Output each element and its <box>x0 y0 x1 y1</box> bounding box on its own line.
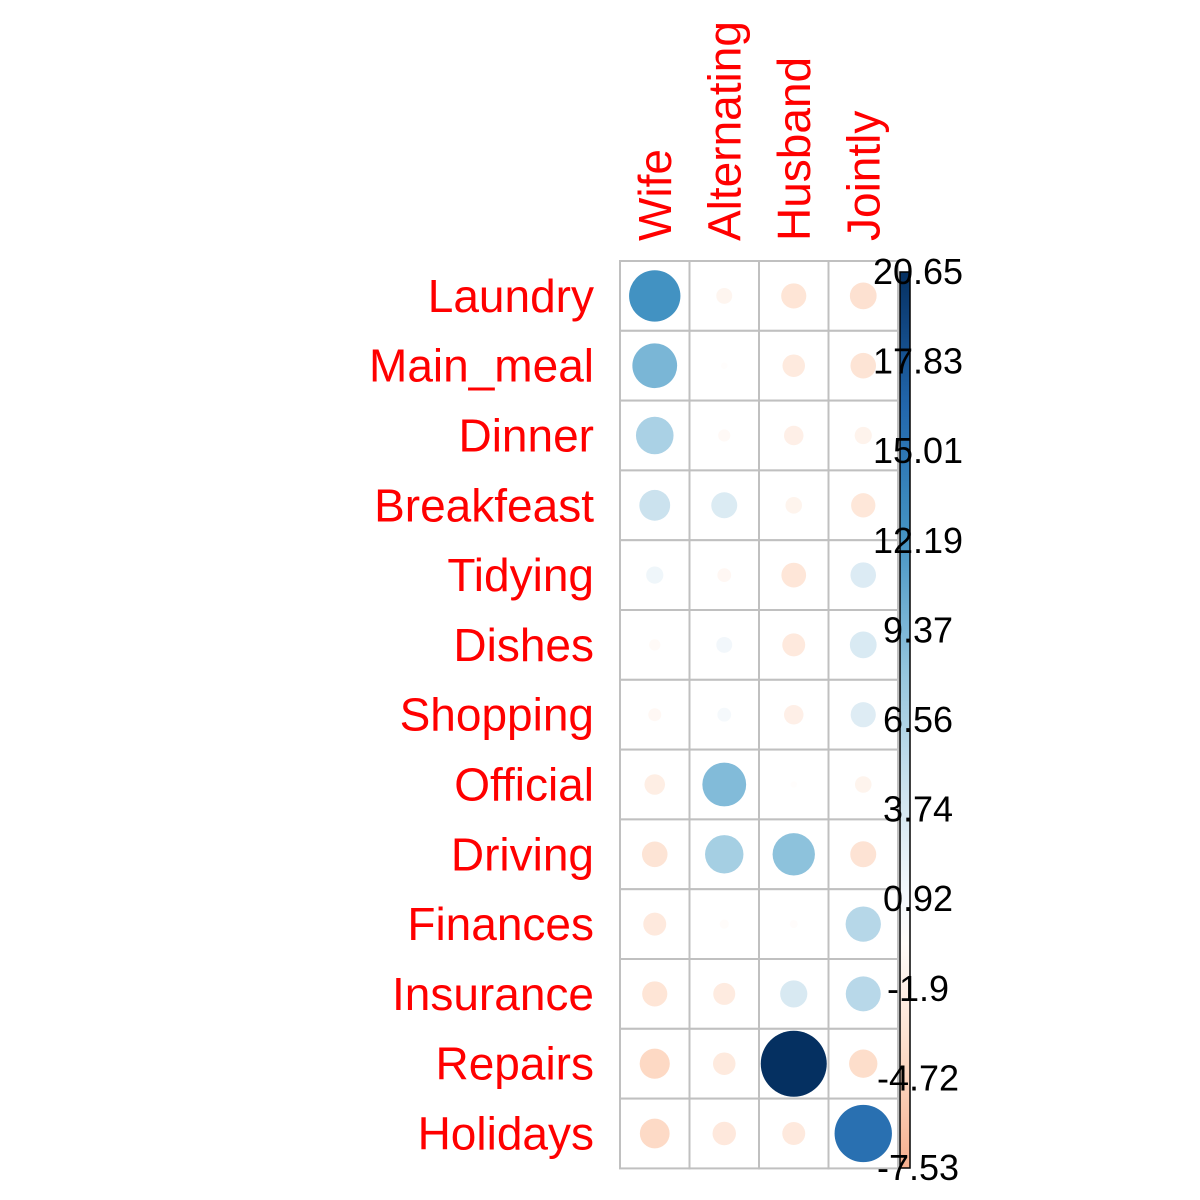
cell-circle-main_meal-jointly <box>850 352 877 379</box>
column-label: Alternating <box>698 21 750 241</box>
row-label: Laundry <box>428 270 594 322</box>
colorbar-tick-label: 3.74 <box>883 789 953 830</box>
cell-circle-laundry-alternating <box>716 287 733 304</box>
cells <box>629 270 892 1163</box>
cell-circle-insurance-jointly <box>845 976 881 1012</box>
colorbar-tick-label: -7.53 <box>877 1147 959 1188</box>
cell-circle-insurance-husband <box>780 980 808 1008</box>
colorbar: 20.65 17.83 15.01 12.19 9.37 6.56 3.74 0.92 -1.9… <box>873 251 963 1188</box>
colorbar-tick-label: 9.37 <box>883 609 953 650</box>
row-label: Holidays <box>418 1108 594 1160</box>
cell-circle-driving-jointly <box>850 841 877 868</box>
cell-circle-dinner-husband <box>784 425 804 446</box>
cell-circle-breakfeast-alternating <box>711 492 738 519</box>
cell-circle-official-husband <box>790 781 797 788</box>
cell-circle-finances-wife <box>643 912 667 936</box>
grid-cell <box>827 329 899 402</box>
row-label: Shopping <box>400 689 594 741</box>
column-labels: Wife Alternating Husband Jointly <box>629 21 890 241</box>
row-label: Main_meal <box>369 340 594 392</box>
cell-circle-breakfeast-jointly <box>851 493 876 518</box>
cell-circle-dinner-jointly <box>854 426 872 445</box>
colorbar-tick-label: 17.83 <box>873 341 963 382</box>
cell-circle-finances-husband <box>789 920 798 929</box>
column-label: Jointly <box>837 111 889 241</box>
colorbar-tick-label: -1.9 <box>887 968 949 1009</box>
cell-circle-holidays-alternating <box>712 1121 736 1146</box>
cell-circle-driving-alternating <box>705 835 744 874</box>
cell-circle-repairs-wife <box>639 1048 670 1079</box>
cell-circle-breakfeast-wife <box>639 489 671 521</box>
cell-circle-breakfeast-husband <box>785 497 803 514</box>
row-label: Dishes <box>453 619 594 671</box>
cell-circle-tidying-husband <box>781 562 807 588</box>
colorbar-labels: 20.65 17.83 15.01 12.19 9.37 6.56 3.74 0.92 -1.9… <box>873 251 963 1188</box>
cell-circle-dishes-jointly <box>849 631 877 659</box>
column-label: Wife <box>629 149 681 241</box>
column-label: Husband <box>768 57 820 241</box>
cell-circle-main_meal-wife <box>632 343 678 389</box>
cell-circle-repairs-alternating <box>712 1052 736 1075</box>
cell-circle-repairs-husband <box>760 1030 827 1097</box>
colorbar-tick-label: 12.19 <box>873 520 963 561</box>
row-label: Dinner <box>458 410 594 462</box>
row-label: Tidying <box>447 549 594 601</box>
row-label: Finances <box>407 898 594 950</box>
cell-circle-dinner-alternating <box>718 429 731 442</box>
cell-circle-tidying-jointly <box>850 562 877 588</box>
cell-circle-shopping-husband <box>784 704 804 725</box>
cell-circle-finances-jointly <box>845 906 881 942</box>
grid-cell <box>688 469 760 542</box>
cell-circle-tidying-alternating <box>717 568 732 582</box>
grid <box>619 260 899 1170</box>
cell-circle-shopping-wife <box>648 708 662 722</box>
row-labels: Laundry Main_meal Dinner Breakfeast Tidying D… <box>369 270 594 1160</box>
cell-circle-repairs-jointly <box>849 1049 878 1078</box>
cell-circle-insurance-alternating <box>713 982 736 1005</box>
cell-circle-driving-wife <box>641 841 668 868</box>
row-label: Insurance <box>392 968 594 1020</box>
grid-cell <box>688 609 760 681</box>
cell-circle-insurance-wife <box>642 981 668 1007</box>
cell-circle-official-jointly <box>854 776 872 793</box>
cell-circle-shopping-alternating <box>717 707 732 722</box>
colorbar-tick-label: 20.65 <box>873 251 963 292</box>
cell-circle-dinner-wife <box>635 416 674 455</box>
colorbar-tick-label: 0.92 <box>883 878 953 919</box>
cell-circle-official-alternating <box>702 762 747 807</box>
cell-circle-driving-husband <box>772 833 815 876</box>
row-label: Official <box>454 759 594 811</box>
cell-circle-shopping-jointly <box>850 702 876 728</box>
row-label: Driving <box>451 828 594 880</box>
cell-circle-official-wife <box>644 774 666 795</box>
colorbar-tick-label: -4.72 <box>877 1057 959 1098</box>
row-label: Repairs <box>435 1038 594 1090</box>
colorbar-tick-label: 6.56 <box>883 699 953 740</box>
cell-circle-laundry-wife <box>629 270 681 322</box>
cell-circle-finances-alternating <box>719 919 729 929</box>
cell-circle-laundry-husband <box>781 283 807 309</box>
cell-circle-main_meal-husband <box>782 354 806 377</box>
cell-circle-dishes-alternating <box>716 636 733 653</box>
cell-circle-holidays-jointly <box>834 1104 892 1163</box>
cell-circle-holidays-husband <box>782 1122 806 1145</box>
colorbar-rect <box>899 271 911 1169</box>
colorbar-tick-label: 15.01 <box>873 430 963 471</box>
cell-circle-tidying-wife <box>646 566 664 584</box>
cell-circle-dishes-wife <box>649 639 661 651</box>
cell-circle-main_meal-alternating <box>721 362 728 369</box>
row-label: Breakfeast <box>374 479 594 531</box>
cell-circle-holidays-wife <box>639 1118 670 1149</box>
cell-circle-dishes-husband <box>782 633 806 657</box>
cell-circle-laundry-jointly <box>849 282 877 310</box>
